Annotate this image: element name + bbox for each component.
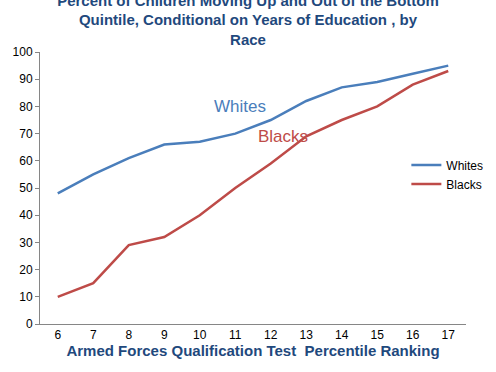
svg-text:60: 60	[19, 154, 33, 168]
svg-text:8: 8	[125, 328, 132, 342]
svg-text:Blacks: Blacks	[446, 178, 481, 192]
svg-text:14: 14	[335, 328, 349, 342]
svg-text:70: 70	[19, 127, 33, 141]
svg-text:7: 7	[90, 328, 97, 342]
svg-text:9: 9	[161, 328, 168, 342]
svg-text:0: 0	[26, 317, 33, 331]
svg-text:17: 17	[442, 328, 456, 342]
svg-text:Whites: Whites	[446, 159, 483, 173]
svg-text:Percent of Children Moving Up: Percent of Children Moving Up and Out of…	[57, 0, 439, 48]
svg-text:Armed Forces Qualification Tes: Armed Forces Qualification Test Percenti…	[66, 342, 439, 359]
svg-text:15: 15	[371, 328, 385, 342]
svg-text:80: 80	[19, 100, 33, 114]
svg-text:10: 10	[19, 290, 33, 304]
svg-text:50: 50	[19, 181, 33, 195]
svg-text:13: 13	[300, 328, 314, 342]
svg-text:11: 11	[229, 328, 242, 342]
svg-text:12: 12	[264, 328, 278, 342]
svg-text:6: 6	[54, 328, 61, 342]
svg-text:90: 90	[19, 72, 33, 86]
svg-text:Blacks: Blacks	[258, 127, 308, 146]
svg-text:Whites: Whites	[214, 97, 266, 116]
svg-text:10: 10	[193, 328, 207, 342]
svg-text:100: 100	[13, 45, 33, 59]
svg-text:30: 30	[19, 236, 33, 250]
svg-text:20: 20	[19, 263, 33, 277]
svg-text:40: 40	[19, 208, 33, 222]
svg-text:16: 16	[406, 328, 420, 342]
